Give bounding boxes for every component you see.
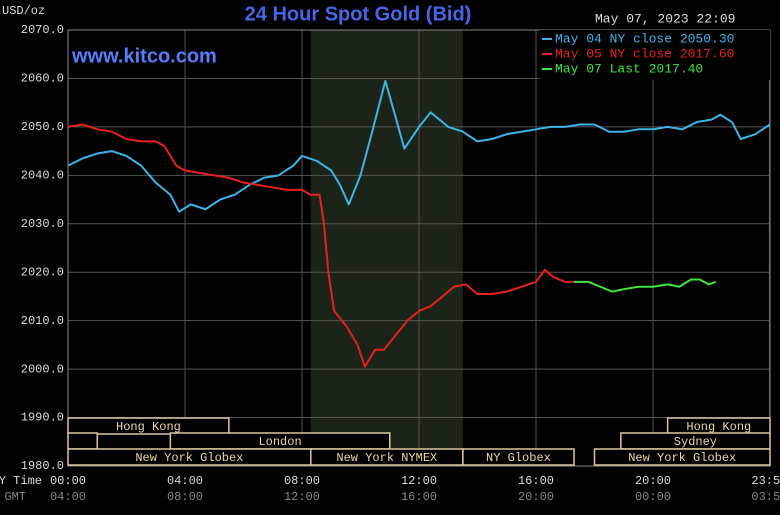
x-tick-label: 23:59 [751,474,780,488]
y-tick-label: 2010.0 [21,314,64,328]
watermark: www.kitco.com [71,45,217,67]
x2-tick-label: 12:00 [284,490,320,504]
legend-label: May 07 Last 2017.40 [555,61,703,76]
x-axis-label: NY Time [0,474,42,488]
x-tick-label: 08:00 [284,474,320,488]
x-tick-label: 00:00 [50,474,86,488]
session-label: NY Globex [486,451,551,465]
chart-title: 24 Hour Spot Gold (Bid) [245,3,472,25]
x2-tick-label: 00:00 [635,490,671,504]
x2-tick-label: 03:59 [751,490,780,504]
series-line [67,79,771,213]
y-tick-label: 1990.0 [21,411,64,425]
series-line [574,278,717,293]
x2-axis-label: GMT [4,490,26,504]
y-tick-label: 2060.0 [21,72,64,86]
x2-tick-label: 04:00 [50,490,86,504]
series-line [67,123,575,368]
plot-frame [67,29,771,467]
x-tick-label: 16:00 [518,474,554,488]
y-tick-label: 2000.0 [21,362,64,376]
x-tick-label: 20:00 [635,474,671,488]
x2-tick-label: 16:00 [401,490,437,504]
y-tick-label: 2020.0 [21,265,64,279]
annotations: 1980.0 1990.0 2000.0 2010.0 2020.0 2030.0 2040… [21,23,780,504]
timestamp: May 07, 2023 22:09 [595,11,735,26]
legend-label: May 05 NY close 2017.60 [555,46,734,61]
y-tick-label: 2030.0 [21,217,64,231]
session-box [462,448,575,466]
session-box [593,448,771,466]
x-tick-label: 12:00 [401,474,437,488]
x-tick-label: 04:00 [167,474,203,488]
y-tick-label: 2050.0 [21,120,64,134]
legend-box [540,30,770,80]
session-label: Hong Kong [116,420,181,434]
legend-label: May 04 NY close 2050.30 [555,31,734,46]
session-label: Hong Kong [686,420,751,434]
session-label: Sydney [674,435,717,449]
highlight-range [310,30,463,466]
y-tick-label: 1980.0 [21,459,64,473]
session-box [67,417,230,435]
session-label: New York Globex [135,451,243,465]
x2-tick-label: 08:00 [167,490,203,504]
session-label: London [258,435,301,449]
y-axis-label: USD/oz [2,4,45,18]
plot-background [67,29,771,467]
session-box [67,432,98,450]
session-label: New York NYMEX [336,451,437,465]
y-tick-label: 2040.0 [21,169,64,183]
y-tick-label: 2070.0 [21,23,64,37]
session-label: New York Globex [628,451,736,465]
x2-tick-label: 20:00 [518,490,554,504]
plot-lines [67,79,771,368]
